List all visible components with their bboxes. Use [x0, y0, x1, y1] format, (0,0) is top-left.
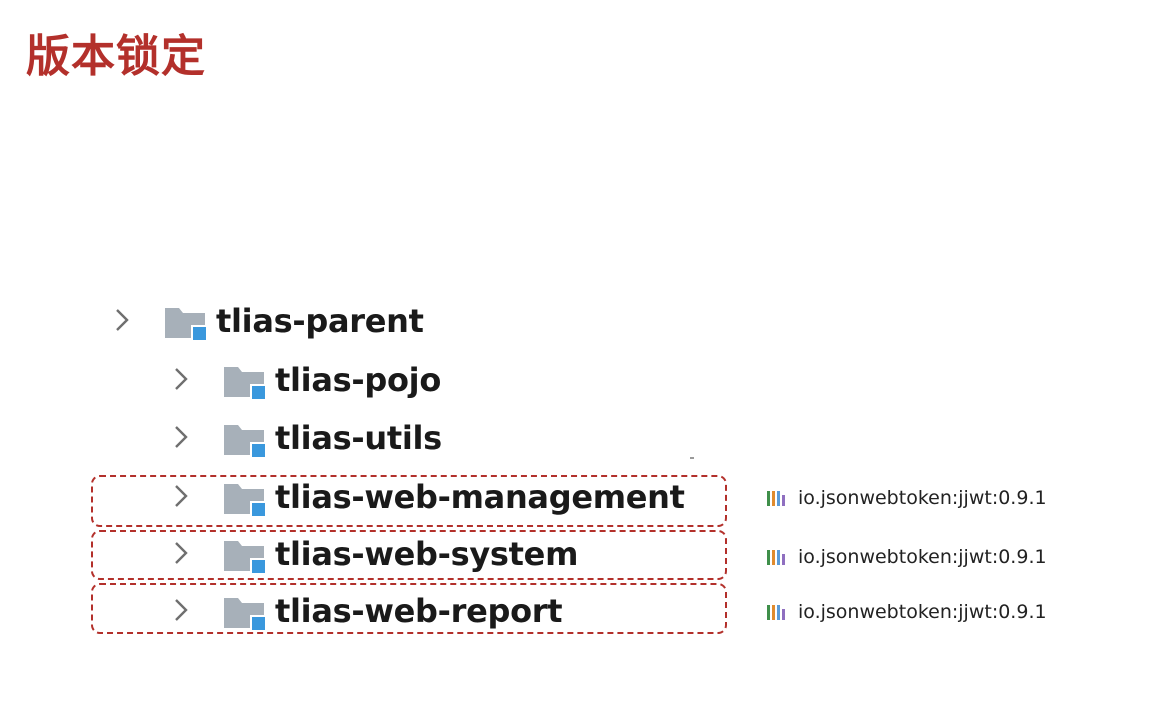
dependency-label: io.jsonwebtoken:jjwt:0.9.1 — [798, 601, 1047, 623]
chevron-right-icon[interactable] — [171, 482, 191, 510]
module-folder-icon — [224, 598, 266, 631]
chevron-right-icon[interactable] — [112, 306, 132, 334]
highlight-box-web-report — [91, 583, 727, 634]
library-icon — [767, 550, 785, 565]
tree-node-tlias-parent[interactable]: tlias-parent — [0, 294, 480, 350]
module-folder-icon — [224, 484, 266, 517]
module-folder-icon — [224, 541, 266, 574]
page-title: 版本锁定 — [26, 31, 206, 82]
module-folder-icon — [224, 367, 266, 400]
highlight-box-web-system — [91, 530, 727, 580]
tree-node-label: tlias-pojo — [275, 361, 442, 399]
divider-mark — [690, 457, 694, 459]
tree-node-tlias-web-report[interactable]: tlias-web-report — [0, 584, 720, 640]
tree-node-tlias-web-management[interactable]: tlias-web-management — [0, 470, 720, 526]
library-icon — [767, 491, 785, 506]
tree-node-tlias-pojo[interactable]: tlias-pojo — [0, 353, 480, 409]
tree-node-label: tlias-utils — [275, 419, 442, 457]
module-folder-icon — [165, 308, 207, 341]
chevron-right-icon[interactable] — [171, 539, 191, 567]
module-folder-icon — [224, 425, 266, 458]
tree-node-label: tlias-web-management — [275, 478, 685, 516]
dependency-label: io.jsonwebtoken:jjwt:0.9.1 — [798, 487, 1047, 509]
dependency-label: io.jsonwebtoken:jjwt:0.9.1 — [798, 546, 1047, 568]
tree-node-label: tlias-parent — [216, 302, 424, 340]
tree-node-tlias-web-system[interactable]: tlias-web-system — [0, 527, 720, 583]
tree-node-label: tlias-web-report — [275, 592, 563, 630]
chevron-right-icon[interactable] — [171, 365, 191, 393]
dependency-item[interactable]: io.jsonwebtoken:jjwt:0.9.1 — [766, 484, 1047, 512]
tree-node-label: tlias-web-system — [275, 535, 579, 573]
dependency-item[interactable]: io.jsonwebtoken:jjwt:0.9.1 — [766, 543, 1047, 571]
library-icon — [767, 605, 785, 620]
chevron-right-icon[interactable] — [171, 423, 191, 451]
tree-node-tlias-utils[interactable]: tlias-utils — [0, 411, 480, 467]
highlight-box-web-management — [91, 475, 727, 527]
chevron-right-icon[interactable] — [171, 596, 191, 624]
dependency-item[interactable]: io.jsonwebtoken:jjwt:0.9.1 — [766, 598, 1047, 626]
